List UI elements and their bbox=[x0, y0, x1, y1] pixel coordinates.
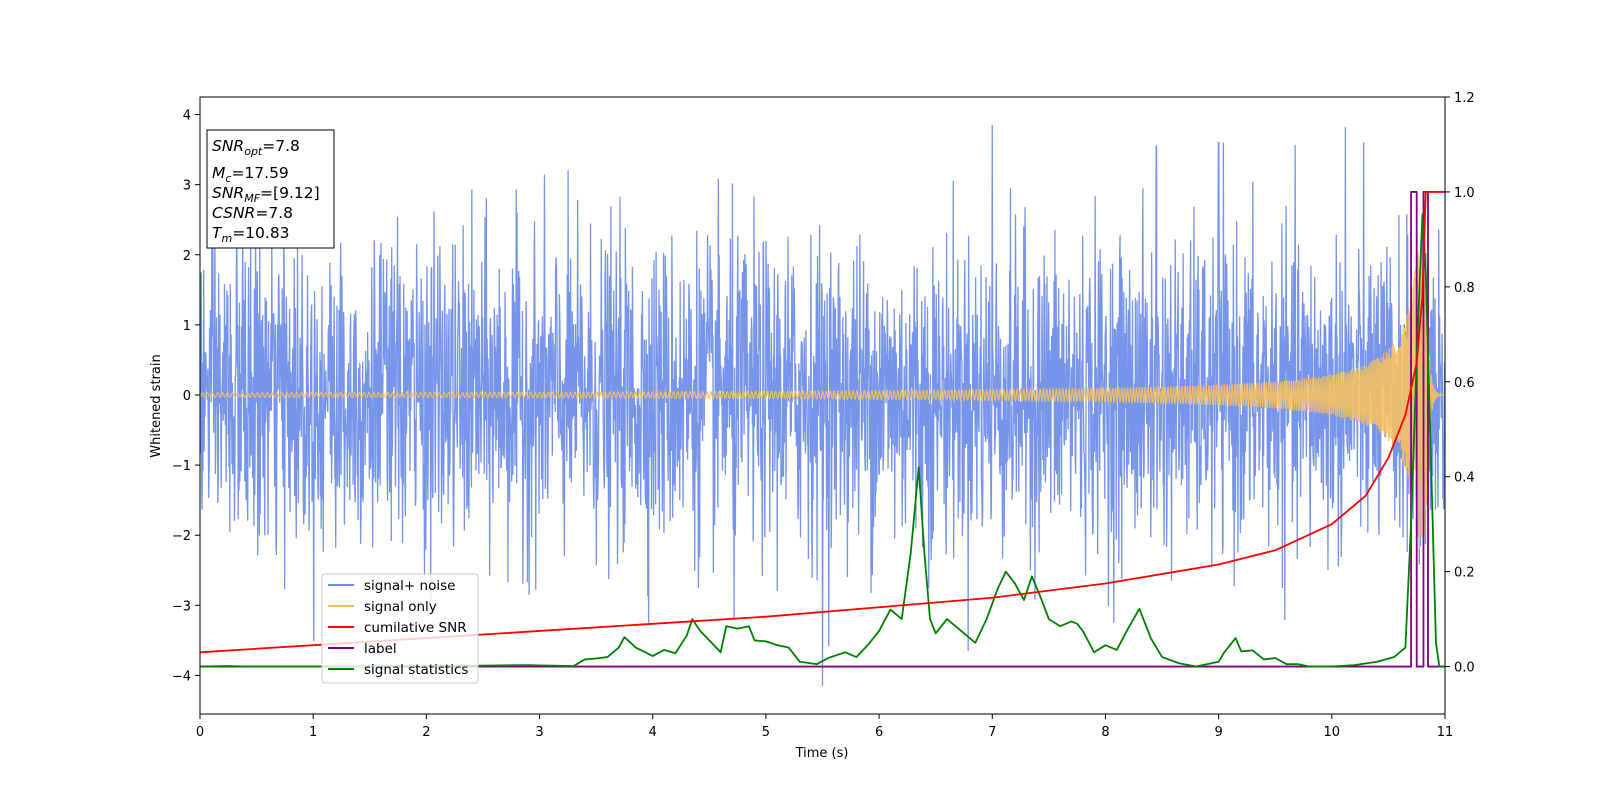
x-tick-label: 5 bbox=[762, 725, 770, 740]
legend-label-signal-statistics: signal statistics bbox=[364, 662, 468, 678]
y2-tick-label: 0.0 bbox=[1454, 661, 1475, 676]
y2-tick-label: 0.2 bbox=[1454, 566, 1475, 581]
series-signal-statistics bbox=[200, 214, 1445, 668]
info-snr-mf: SNRMF=[9.12] bbox=[212, 184, 320, 205]
info-box-frame bbox=[206, 129, 335, 249]
x-tick-label: 9 bbox=[1214, 725, 1222, 740]
y-tick-label: 2 bbox=[183, 249, 191, 264]
info-tm: Tm=10.83 bbox=[212, 224, 290, 245]
x-tick-label: 10 bbox=[1324, 725, 1341, 740]
x-tick-label: 0 bbox=[196, 725, 204, 740]
y-tick-label: −4 bbox=[172, 669, 191, 684]
series-cumulative-snr bbox=[200, 191, 1445, 654]
y2-tick-label: 1.0 bbox=[1454, 186, 1475, 201]
x-tick-label: 11 bbox=[1437, 725, 1454, 740]
x-tick-label: 6 bbox=[875, 725, 883, 740]
y-tick-label: −3 bbox=[172, 599, 191, 614]
legend-frame bbox=[321, 573, 479, 684]
y2-tick-label: 0.6 bbox=[1454, 376, 1475, 391]
plot-layer bbox=[200, 125, 1445, 686]
x-tick-label: 3 bbox=[535, 725, 543, 740]
y-tick-label: −2 bbox=[172, 529, 191, 544]
info-box: SNRopt=7.8 Mc=17.59 SNRMF=[9.12] CSNR=7.… bbox=[206, 129, 335, 249]
y-tick-label: −1 bbox=[172, 459, 191, 474]
info-snr-opt: SNRopt=7.8 bbox=[212, 137, 300, 158]
series-signal-only bbox=[200, 240, 1445, 550]
y-tick-label: 4 bbox=[183, 109, 191, 124]
x-tick-label: 8 bbox=[1101, 725, 1109, 740]
info-csnr: CSNR=7.8 bbox=[212, 204, 293, 222]
info-mc: Mc=17.59 bbox=[212, 164, 289, 185]
x-tick-label: 1 bbox=[309, 725, 317, 740]
ticks-layer: 0 1 2 3 4 5 6 7 8 9 10 1143210−1−2−3−41.21.00.80.60… bbox=[172, 91, 1475, 740]
y-tick-label: 3 bbox=[183, 179, 191, 194]
x-axis-label: Time (s) bbox=[795, 746, 849, 761]
series-signal-noise bbox=[200, 125, 1445, 686]
x-tick-label: 2 bbox=[422, 725, 430, 740]
y-axis-label: Whitened strain bbox=[149, 354, 164, 457]
legend-label-signal-noise: signal+ noise bbox=[364, 578, 455, 594]
legend-label-cumulative-snr: cumilative SNR bbox=[364, 620, 467, 636]
x-tick-label: 4 bbox=[649, 725, 657, 740]
y-tick-label: 0 bbox=[183, 389, 191, 404]
x-tick-label: 7 bbox=[988, 725, 996, 740]
series-label bbox=[200, 191, 1445, 668]
y-tick-label: 1 bbox=[183, 319, 191, 334]
y2-tick-label: 1.2 bbox=[1454, 91, 1475, 106]
y2-tick-label: 0.8 bbox=[1454, 281, 1475, 296]
axes-frame bbox=[199, 96, 1446, 715]
legend-label-label: label bbox=[364, 641, 397, 657]
legend-label-signal-only: signal only bbox=[364, 599, 437, 615]
legend: signal+ noise signal only cumilative SNR… bbox=[321, 573, 479, 684]
y2-tick-label: 0.4 bbox=[1454, 471, 1475, 486]
